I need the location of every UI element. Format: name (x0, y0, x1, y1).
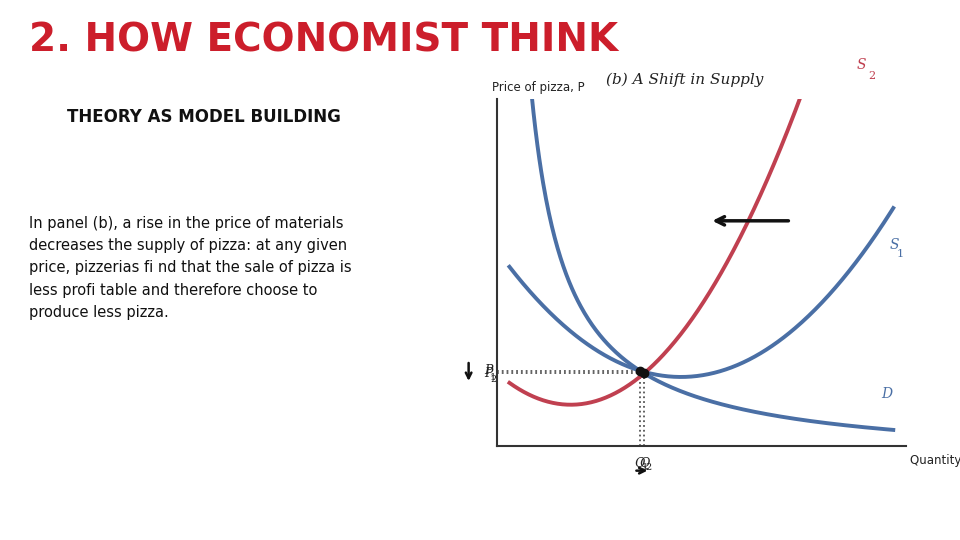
Text: Q: Q (635, 456, 645, 469)
Text: P: P (484, 364, 492, 377)
Text: 2: 2 (868, 71, 876, 81)
Text: S: S (856, 58, 866, 72)
Text: 1: 1 (897, 249, 903, 259)
Text: Q: Q (639, 456, 649, 469)
Text: 2: 2 (490, 375, 496, 384)
Text: Price of pizza, P: Price of pizza, P (492, 81, 585, 94)
Text: (b) A Shift in Supply: (b) A Shift in Supply (606, 72, 763, 86)
Text: THEORY AS MODEL BUILDING: THEORY AS MODEL BUILDING (67, 108, 341, 126)
Text: 1: 1 (490, 373, 496, 382)
Text: 1: 1 (641, 463, 648, 471)
Text: Quantity of pizza, Q: Quantity of pizza, Q (910, 455, 960, 468)
Text: 2: 2 (646, 463, 652, 471)
Text: D: D (881, 387, 892, 401)
Text: P: P (484, 367, 492, 380)
Text: In panel (b), a rise in the price of materials
decreases the supply of pizza: at: In panel (b), a rise in the price of mat… (29, 216, 351, 320)
Text: S: S (889, 238, 899, 252)
Text: 2. HOW ECONOMIST THINK: 2. HOW ECONOMIST THINK (29, 22, 618, 59)
